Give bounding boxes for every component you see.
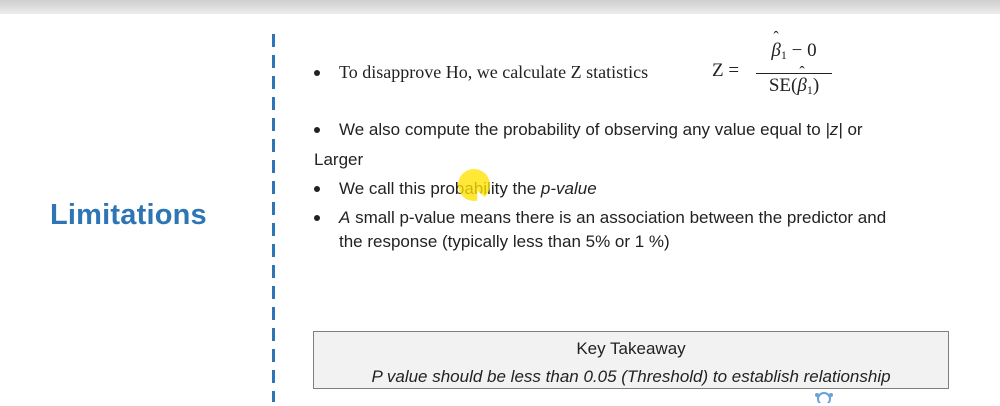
bullet-text: small p-value means there is an associat… (350, 208, 887, 227)
bullet-italic: p-value (540, 179, 597, 198)
bullet-dot (314, 215, 320, 221)
numerator-rest: − 0 (786, 40, 817, 61)
key-takeaway-box: Key Takeaway P value should be less than… (313, 331, 949, 389)
bullet-dot (314, 70, 320, 76)
bullet-text: or (842, 120, 863, 139)
bullet-z-statistic: To disapprove Ho, we calculate Z statist… (339, 62, 649, 82)
denominator-prefix: SE( (768, 75, 798, 96)
formula-numerator: β1 − 0 (758, 29, 830, 63)
denominator-suffix: ) (812, 75, 820, 96)
bullet-probability: We also compute the probability of obser… (339, 119, 863, 141)
cursor-highlight-icon (458, 169, 490, 201)
formula-lhs: Z = (712, 60, 740, 81)
z-formula: Z = β1 − 0 SE(β1) (712, 29, 832, 104)
logo-icon (812, 389, 860, 406)
numerator-beta: β (771, 40, 781, 61)
denominator-sub: 1 (806, 83, 813, 97)
bullet-small-p-value: A small p-value means there is an associ… (339, 207, 886, 229)
bullet-text: We call this probability the (339, 179, 541, 198)
takeaway-body: P value should be less than 0.05 (Thresh… (371, 367, 891, 386)
bullet-continuation: Larger (314, 150, 364, 169)
formula-denominator: SE(β1) (756, 64, 832, 98)
dashed-divider (272, 34, 275, 402)
window-top-bar (0, 0, 1000, 14)
section-title: Limitations (50, 199, 207, 231)
bullet-italic: A (339, 208, 351, 227)
numerator-sub: 1 (780, 48, 787, 62)
bullet-dot (314, 186, 320, 192)
fraction-bar (756, 73, 832, 74)
bullet-text: We also compute the probability of obser… (339, 120, 826, 139)
bullet-continuation: the response (typically less than 5% or … (339, 232, 670, 251)
bullet-italic: |z| (825, 120, 843, 139)
denominator-beta: β (797, 75, 807, 96)
takeaway-title: Key Takeaway (576, 339, 686, 358)
bullet-dot (314, 127, 320, 133)
